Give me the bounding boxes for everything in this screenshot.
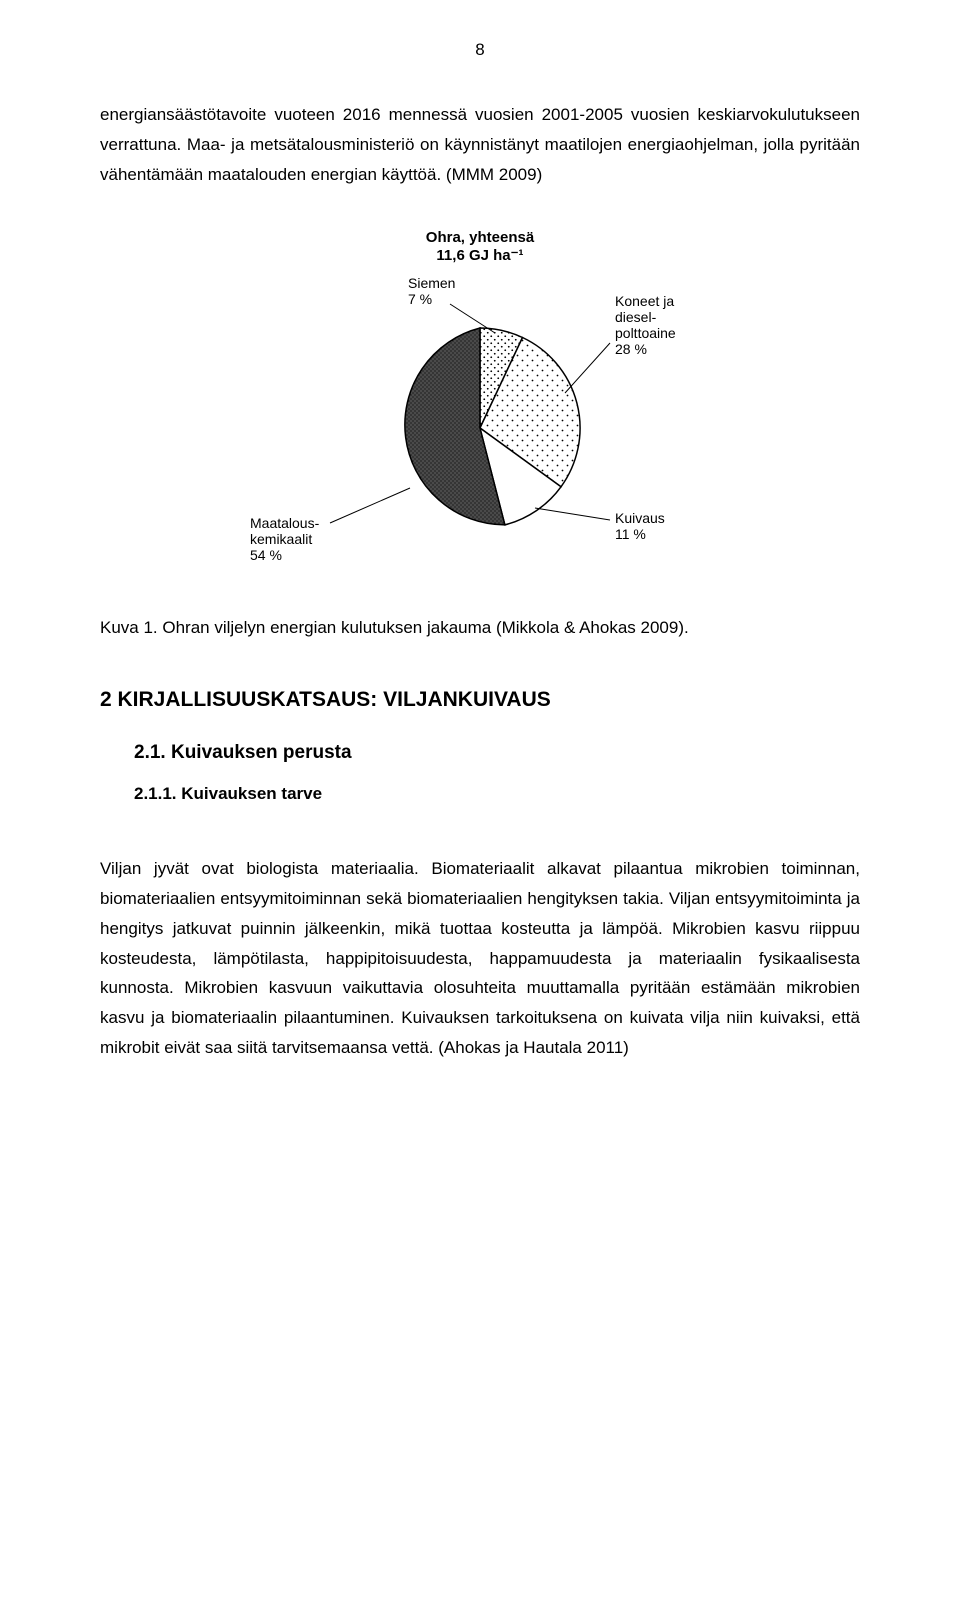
pie-label-maatalous: Maatalous- kemikaalit 54 % — [250, 515, 323, 563]
pie-label-kuivaus: Kuivaus 11 % — [615, 510, 669, 542]
heading-1: 2 KIRJALLISUUSKATSAUS: VILJANKUIVAUS — [100, 688, 860, 712]
pie-label-siemen: Siemen 7 % — [408, 275, 459, 307]
paragraph-body: Viljan jyvät ovat biologista materiaalia… — [100, 854, 860, 1062]
chart-title-line2: 11,6 GJ ha⁻¹ — [436, 247, 523, 264]
pie-chart-svg: Siemen 7 % Koneet ja diesel- polttoaine … — [220, 268, 740, 578]
figure-caption: Kuva 1. Ohran viljelyn energian kulutuks… — [100, 618, 860, 638]
pie-chart-figure: Ohra, yhteensä 11,6 GJ ha⁻¹ — [220, 229, 740, 578]
chart-title: Ohra, yhteensä 11,6 GJ ha⁻¹ — [220, 229, 740, 264]
heading-3: 2.1.1. Kuivauksen tarve — [100, 784, 860, 804]
pie-label-koneet: Koneet ja diesel- polttoaine 28 % — [615, 293, 680, 357]
heading-2: 2.1. Kuivauksen perusta — [100, 742, 860, 764]
page-number: 8 — [100, 40, 860, 60]
chart-title-line1: Ohra, yhteensä — [426, 229, 534, 246]
paragraph-intro: energiansäästötavoite vuoteen 2016 menne… — [100, 100, 860, 189]
